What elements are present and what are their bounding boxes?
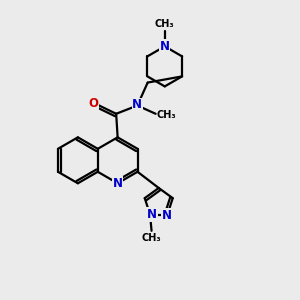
Text: N: N — [132, 98, 142, 111]
Text: O: O — [88, 97, 98, 110]
Text: CH₃: CH₃ — [142, 233, 161, 243]
Text: CH₃: CH₃ — [157, 110, 176, 120]
Text: N: N — [160, 40, 170, 53]
Text: CH₃: CH₃ — [155, 19, 175, 29]
Text: N: N — [147, 208, 157, 221]
Text: N: N — [112, 177, 123, 190]
Text: N: N — [162, 209, 172, 222]
